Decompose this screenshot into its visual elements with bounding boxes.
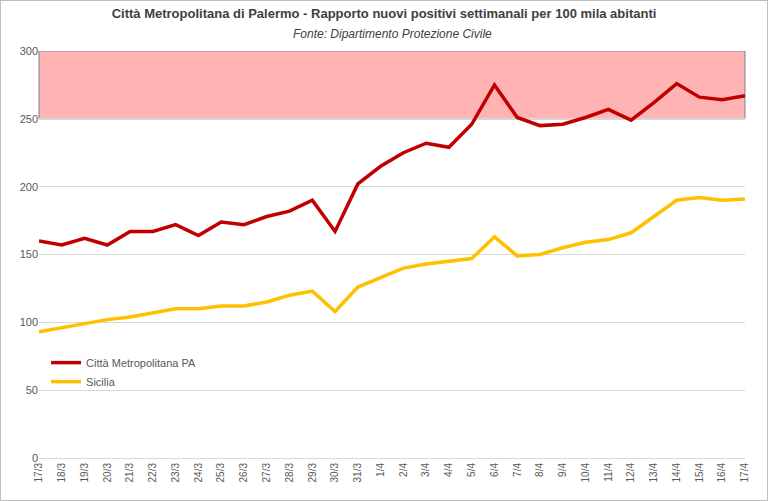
svg-text:17/4: 17/4 [739, 463, 750, 483]
svg-text:26/3: 26/3 [238, 463, 249, 483]
svg-text:29/3: 29/3 [307, 463, 318, 483]
svg-text:1/4: 1/4 [375, 463, 386, 477]
svg-text:50: 50 [26, 384, 38, 396]
svg-text:Città Metropolitana PA: Città Metropolitana PA [86, 357, 196, 369]
svg-text:11/4: 11/4 [603, 463, 614, 482]
svg-text:200: 200 [20, 181, 38, 193]
svg-text:12/4: 12/4 [625, 463, 636, 483]
svg-text:0: 0 [32, 452, 38, 464]
svg-text:150: 150 [20, 248, 38, 260]
svg-text:Sicilia: Sicilia [86, 376, 116, 388]
svg-text:23/3: 23/3 [170, 463, 181, 483]
svg-text:Città Metropolitana di Palermo: Città Metropolitana di Palermo - Rapport… [112, 6, 657, 21]
svg-text:5/4: 5/4 [466, 463, 477, 477]
svg-text:19/3: 19/3 [79, 463, 90, 483]
svg-text:10/4: 10/4 [580, 463, 591, 483]
svg-text:25/3: 25/3 [215, 463, 226, 483]
svg-text:18/3: 18/3 [56, 463, 67, 483]
svg-text:21/3: 21/3 [124, 463, 135, 483]
svg-text:8/4: 8/4 [534, 463, 545, 477]
svg-text:250: 250 [20, 113, 38, 125]
svg-text:9/4: 9/4 [557, 463, 568, 477]
svg-text:31/3: 31/3 [352, 463, 363, 483]
svg-text:100: 100 [20, 316, 38, 328]
svg-text:7/4: 7/4 [512, 463, 523, 477]
svg-text:4/4: 4/4 [443, 463, 454, 477]
svg-text:27/3: 27/3 [261, 463, 272, 483]
svg-text:20/3: 20/3 [102, 463, 113, 483]
svg-text:14/4: 14/4 [671, 463, 682, 483]
svg-text:Fonte: Dipartimento Protezione: Fonte: Dipartimento Protezione Civile [293, 27, 492, 41]
svg-text:300: 300 [20, 45, 38, 57]
svg-text:22/3: 22/3 [147, 463, 158, 483]
svg-text:16/4: 16/4 [716, 463, 727, 483]
svg-text:28/3: 28/3 [284, 463, 295, 483]
svg-text:3/4: 3/4 [420, 463, 431, 477]
svg-text:24/3: 24/3 [193, 463, 204, 483]
svg-text:30/3: 30/3 [329, 463, 340, 483]
svg-text:13/4: 13/4 [648, 463, 659, 483]
svg-text:2/4: 2/4 [398, 463, 409, 477]
svg-text:17/3: 17/3 [33, 463, 44, 483]
svg-text:6/4: 6/4 [489, 463, 500, 477]
svg-text:15/4: 15/4 [694, 463, 705, 483]
